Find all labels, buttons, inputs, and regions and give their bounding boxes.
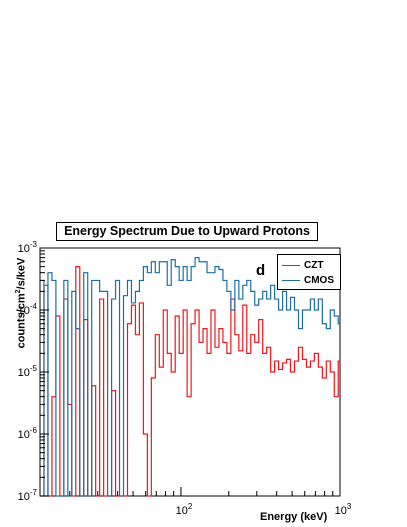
y-tick-label: 10-6	[18, 426, 38, 441]
legend-swatch-czt	[282, 265, 300, 266]
axis-layer: 10-7 10-6 10-5 10-4 10-3 102 103	[18, 240, 352, 517]
x-tick-label: 103	[335, 502, 352, 517]
y-tick-label: 10-5	[18, 364, 38, 379]
y-tick-label: 10-3	[18, 240, 38, 255]
series-line-cmos	[40, 257, 340, 497]
legend-swatch-cmos	[282, 280, 300, 281]
chart-title: Energy Spectrum Due to Upward Protons	[56, 222, 318, 241]
legend-item-czt: CZT	[282, 259, 340, 273]
legend: CZT CMOS	[277, 254, 341, 290]
legend-label-cmos: CMOS	[304, 275, 334, 286]
y-axis-label: counts/cm2/s/keV	[15, 223, 29, 383]
legend-label-czt: CZT	[304, 260, 324, 271]
y-axis-label-unit: /s/keV	[15, 257, 28, 290]
x-axis-label: Energy (keV)	[260, 511, 328, 523]
y-axis-label-exp: 2	[15, 289, 22, 294]
panel-label: d	[256, 262, 266, 279]
x-tick-label: 102	[176, 502, 193, 517]
y-tick-label: 10-7	[18, 488, 38, 503]
legend-item-cmos: CMOS	[282, 274, 340, 288]
series-layer	[40, 257, 340, 497]
y-tick-label: 10-4	[18, 302, 38, 317]
y-axis-label-main: counts/cm	[15, 293, 28, 349]
